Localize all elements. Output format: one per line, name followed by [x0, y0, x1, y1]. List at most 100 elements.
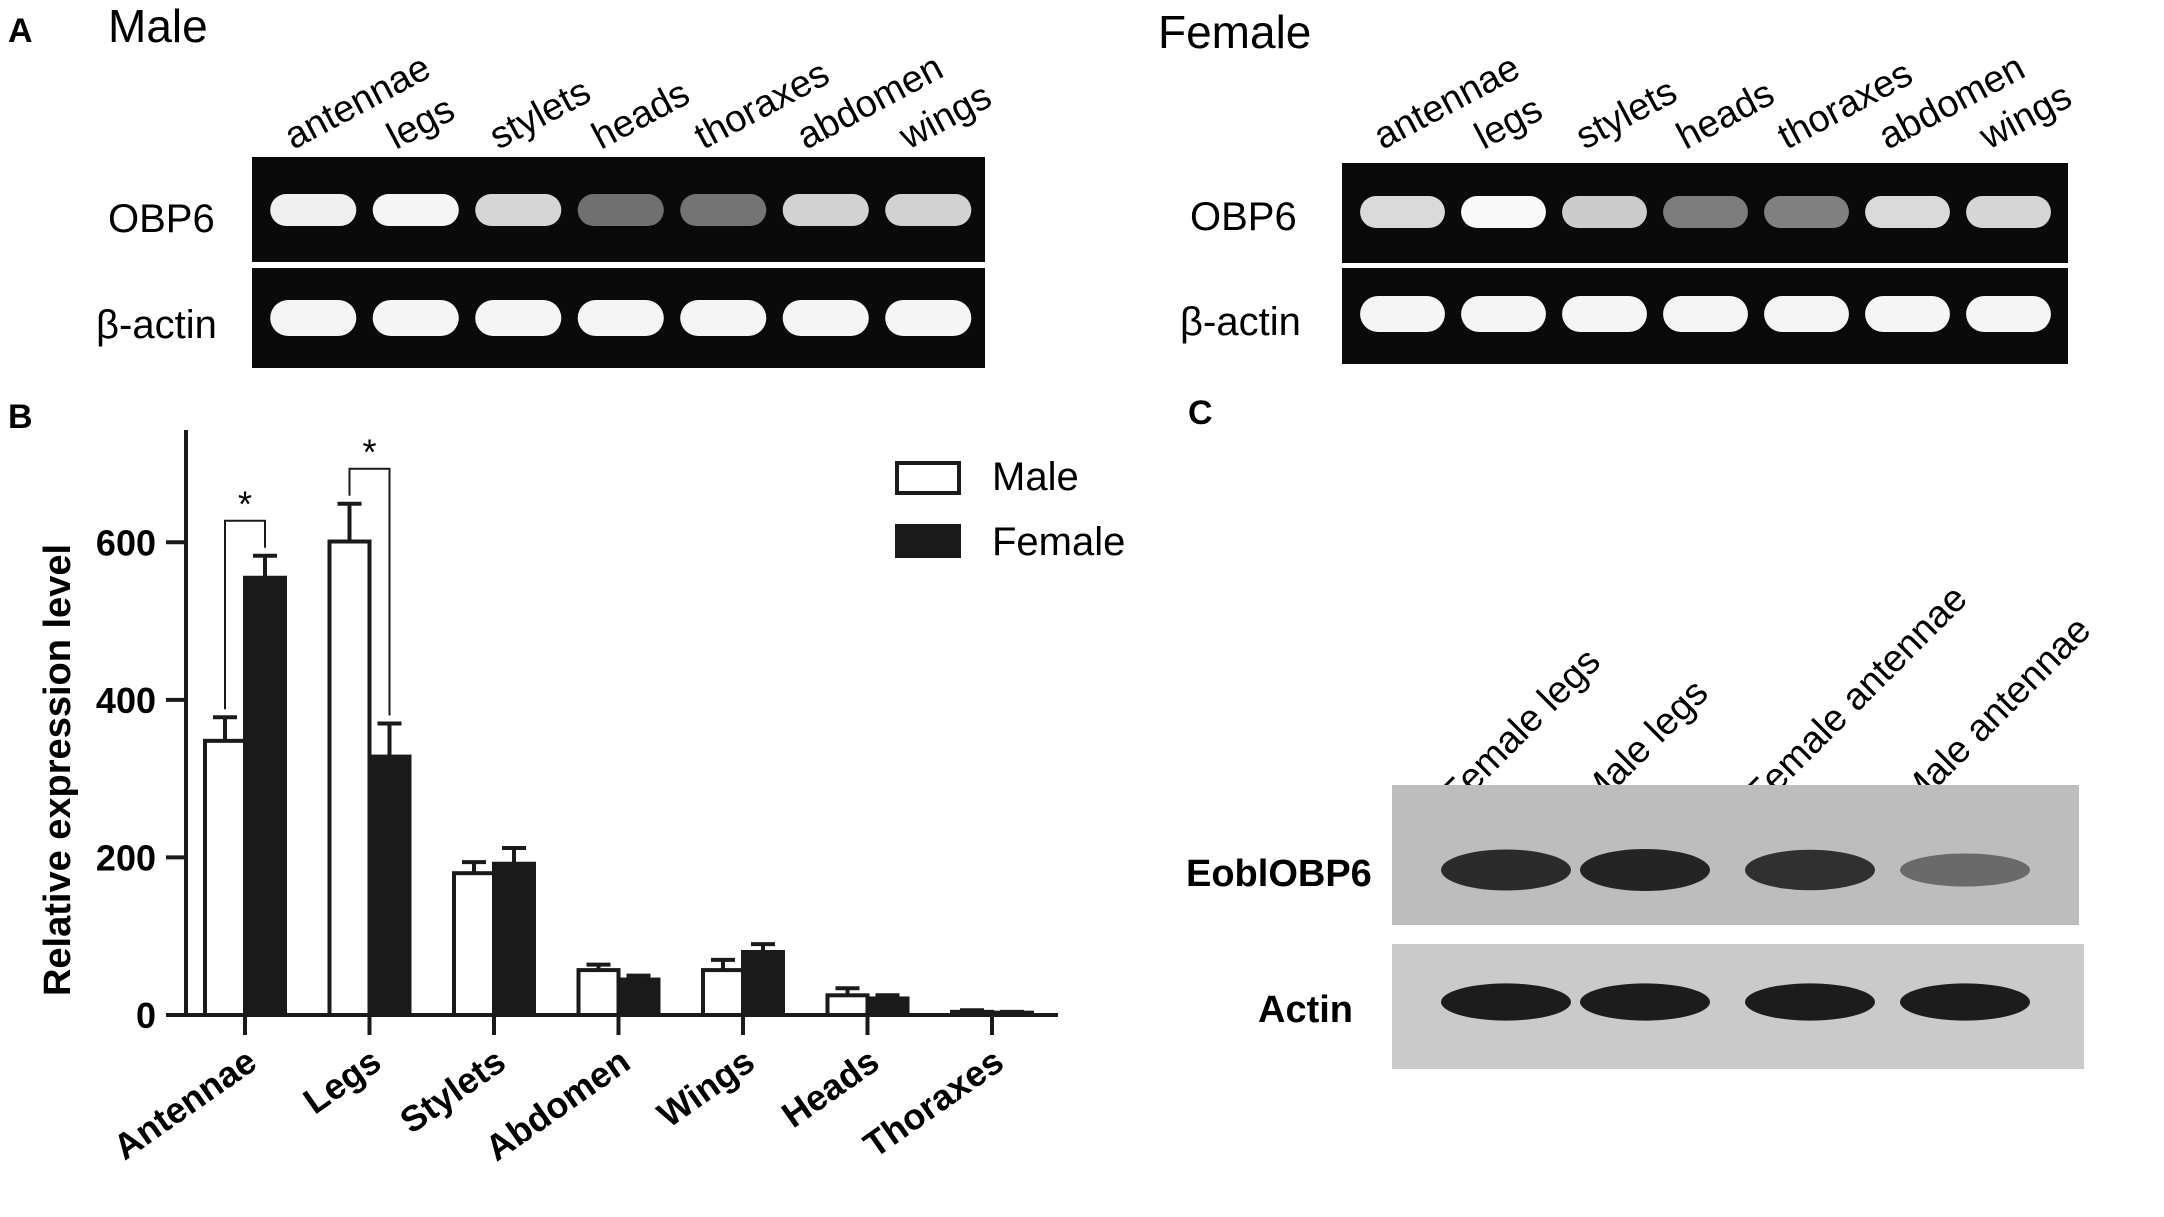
gel-female-row-obp6: OBP6	[1190, 195, 1297, 239]
female-actin-band-wings	[1966, 296, 2051, 332]
female-actin-band-legs	[1461, 296, 1546, 332]
male-obp6-band-heads	[577, 194, 664, 226]
y-tick-label-200: 200	[96, 837, 156, 878]
male-obp6-band-wings	[885, 194, 972, 226]
female-actin-band-stylets	[1562, 296, 1647, 332]
gel-male-actin-bands	[270, 300, 972, 336]
male-lane-label-stylets: stylets	[483, 70, 598, 158]
male-actin-band-legs	[372, 300, 459, 336]
male-lane-label-heads: heads	[585, 72, 696, 158]
x-tick-label-wings: Wings	[650, 1040, 762, 1135]
significance-label-antennae: *	[238, 484, 252, 525]
panel-letter-a: A	[8, 12, 33, 50]
bar-female-stylets	[492, 861, 536, 1017]
female-obp6-band-thoraxes	[1764, 196, 1849, 228]
female-obp6-band-legs	[1461, 196, 1546, 228]
gel-female-row-actin: β-actin	[1180, 300, 1301, 344]
y-ticks: 0 200 400 600	[96, 522, 186, 1036]
blot-actin-band-male-legs	[1580, 983, 1710, 1021]
legend: Male Female	[895, 455, 1125, 564]
female-obp6-band-stylets	[1562, 196, 1647, 228]
blot-obp6-band-female-legs	[1441, 849, 1571, 891]
legend-swatch-male	[895, 461, 961, 495]
legend-swatch-female	[895, 524, 961, 558]
male-actin-band-wings	[885, 300, 972, 336]
female-actin-band-abdomen	[1865, 296, 1950, 332]
female-obp6-band-heads	[1663, 196, 1748, 228]
bars	[203, 501, 1034, 1018]
bar-male-wings	[701, 968, 745, 1018]
bar-male-stylets	[452, 871, 496, 1018]
panel-b: B Relative expression level 0 200 400 600 *…	[8, 398, 1125, 1169]
female-actin-band-thoraxes	[1764, 296, 1849, 332]
gel-female-title: Female	[1158, 6, 1311, 58]
blot-actin-band-female-antennae	[1745, 983, 1875, 1021]
male-actin-band-thoraxes	[680, 300, 767, 336]
male-obp6-band-stylets	[475, 194, 562, 226]
significance-bracket-antennae	[224, 519, 266, 710]
bar-female-heads	[865, 996, 910, 1017]
panel-letter-c: C	[1188, 394, 1213, 432]
bar-male-antennae	[203, 738, 247, 1018]
gel-male-obp6-bands	[270, 194, 972, 226]
blot-actin-band-female-legs	[1441, 983, 1571, 1021]
blot-obp6-bands	[1441, 848, 2030, 892]
gel-male-row-obp6: OBP6	[108, 197, 215, 241]
panel-letter-b: B	[8, 398, 33, 436]
bar-male-abdomen	[576, 968, 621, 1018]
male-actin-band-heads	[577, 300, 664, 336]
bar-female-abdomen	[616, 977, 661, 1018]
x-tick-label-legs: Legs	[296, 1040, 388, 1122]
blot-row-actin: Actin	[1258, 989, 1353, 1031]
male-actin-band-stylets	[475, 300, 562, 336]
female-obp6-band-wings	[1966, 196, 2051, 228]
y-tick-label-600: 600	[96, 522, 156, 563]
bar-female-legs	[367, 754, 412, 1017]
bar-female-wings	[741, 949, 785, 1017]
x-tick-label-heads: Heads	[774, 1040, 886, 1136]
bar-male-legs	[327, 539, 372, 1017]
significance-brackets: **	[224, 432, 391, 716]
x-tick-label-thoraxes: Thoraxes	[856, 1040, 1011, 1165]
female-obp6-band-antennae	[1360, 196, 1445, 228]
female-lane-label-stylets: stylets	[1569, 70, 1684, 158]
bar-male-thoraxes	[950, 1009, 994, 1017]
male-obp6-band-abdomen	[782, 194, 869, 226]
gel-male-title: Male	[108, 0, 208, 52]
x-tick-label-antennae: Antennae	[106, 1040, 264, 1168]
legend-label-male: Male	[992, 455, 1079, 499]
male-actin-band-abdomen	[782, 300, 869, 336]
female-actin-band-heads	[1663, 296, 1748, 332]
female-actin-band-antennae	[1360, 296, 1445, 332]
male-obp6-band-legs	[372, 194, 459, 226]
female-obp6-band-abdomen	[1865, 196, 1950, 228]
male-obp6-band-thoraxes	[680, 194, 767, 226]
male-obp6-band-antennae	[270, 194, 357, 226]
blot-actin-bands	[1441, 983, 2030, 1021]
bar-male-heads	[825, 993, 870, 1018]
blot-obp6-band-male-antennae	[1900, 853, 2030, 887]
gel-female-actin-bands	[1360, 296, 2051, 332]
legend-label-female: Female	[992, 520, 1125, 564]
gel-female-obp6-bands	[1360, 196, 2051, 228]
significance-bracket-legs	[348, 467, 391, 716]
female-lane-label-heads: heads	[1670, 72, 1781, 158]
blot-obp6-band-female-antennae	[1745, 849, 1875, 891]
y-tick-label-0: 0	[136, 995, 156, 1036]
bar-female-antennae	[243, 575, 287, 1017]
blot-row-obp6: EoblOBP6	[1186, 853, 1372, 895]
blot-actin-band-male-antennae	[1900, 983, 2030, 1021]
male-actin-band-antennae	[270, 300, 357, 336]
bar-female-thoraxes	[990, 1010, 1034, 1017]
y-tick-label-400: 400	[96, 680, 156, 721]
y-axis-label: Relative expression level	[37, 544, 79, 996]
